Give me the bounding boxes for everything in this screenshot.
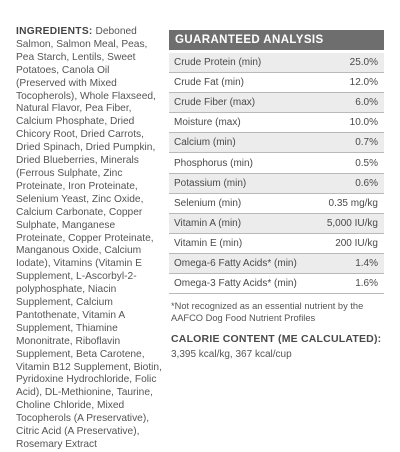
analysis-title: GUARANTEED ANALYSIS: [169, 30, 384, 50]
nutrient-value: 1.6%: [355, 278, 378, 290]
nutrient-value: 200 IU/kg: [335, 237, 378, 249]
nutrient-name: Omega-3 Fatty Acids* (min): [174, 278, 297, 290]
nutrient-name: Potassium (min): [174, 177, 247, 189]
analysis-row: Vitamin E (min) 200 IU/kg: [169, 234, 384, 254]
nutrient-name: Calcium (min): [174, 137, 236, 149]
nutrient-value: 0.6%: [355, 177, 378, 189]
ingredients-text: Deboned Salmon, Salmon Meal, Peas, Pea S…: [16, 26, 162, 450]
ingredients-block: INGREDIENTS: Deboned Salmon, Salmon Meal…: [16, 26, 162, 452]
nutrient-value: 1.4%: [355, 257, 378, 269]
analysis-row: Crude Fiber (max) 6.0%: [169, 93, 384, 114]
nutrient-value: 0.7%: [355, 137, 378, 149]
analysis-row: Phosphorus (min) 0.5%: [169, 153, 384, 174]
nutrient-name: Vitamin A (min): [174, 217, 242, 229]
nutrient-name: Moisture (max): [174, 117, 241, 129]
analysis-table: Crude Protein (min) 25.0% Crude Fat (min)…: [169, 53, 384, 295]
analysis-row: Omega-3 Fatty Acids* (min) 1.6%: [169, 274, 384, 295]
nutrient-name: Vitamin E (min): [174, 237, 243, 249]
nutrient-name: Selenium (min): [174, 197, 242, 209]
analysis-row: Calcium (min) 0.7%: [169, 133, 384, 154]
aafco-footnote: *Not recognized as an essential nutrient…: [171, 301, 364, 323]
nutrient-name: Omega-6 Fatty Acids* (min): [174, 257, 297, 269]
nutrient-name: Crude Fat (min): [174, 77, 245, 89]
nutrient-name: Crude Fiber (max): [174, 97, 256, 109]
nutrient-value: 6.0%: [355, 97, 378, 109]
calorie-content-value: 3,395 kcal/kg, 367 kcal/cup: [171, 349, 292, 361]
nutrient-name: Phosphorus (min): [174, 157, 253, 169]
analysis-row: Moisture (max) 10.0%: [169, 113, 384, 134]
analysis-row: Crude Protein (min) 25.0%: [169, 53, 384, 74]
analysis-row: Omega-6 Fatty Acids* (min) 1.4%: [169, 253, 384, 275]
nutrient-value: 5,000 IU/kg: [326, 217, 378, 229]
nutrient-value: 12.0%: [349, 77, 378, 89]
guaranteed-analysis-panel: GUARANTEED ANALYSIS Crude Protein (min) 2…: [169, 30, 384, 360]
analysis-row: Potassium (min) 0.6%: [169, 173, 384, 194]
nutrient-value: 25.0%: [349, 57, 378, 69]
analysis-row: Selenium (min) 0.35 mg/kg: [169, 194, 384, 214]
nutrient-value: 0.5%: [355, 157, 378, 169]
ingredients-label: INGREDIENTS:: [16, 26, 93, 37]
nutrient-name: Crude Protein (min): [174, 57, 262, 69]
calorie-content-title: CALORIE CONTENT (ME CALCULATED):: [171, 333, 382, 346]
nutrient-value: 0.35 mg/kg: [328, 197, 378, 209]
nutrient-value: 10.0%: [349, 117, 378, 129]
analysis-row: Crude Fat (min) 12.0%: [169, 73, 384, 94]
analysis-row: Vitamin A (min) 5,000 IU/kg: [169, 213, 384, 234]
